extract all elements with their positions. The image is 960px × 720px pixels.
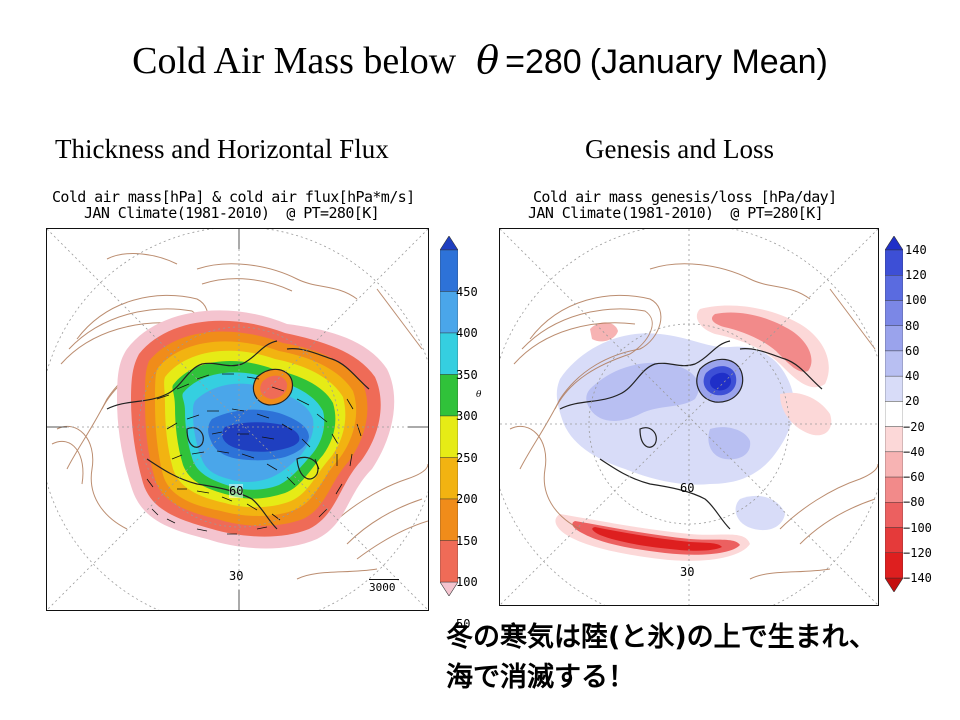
colorbar-tick-label: 100 <box>456 575 478 589</box>
right-lat-label-30: 30 <box>680 565 695 579</box>
colorbar-top-arrow <box>884 235 904 251</box>
left-grid <box>47 229 428 610</box>
caption-line-2: 海で消滅する！ <box>446 662 635 693</box>
colorbar-segment <box>884 375 904 402</box>
colorbar-tick-label: −60 <box>903 470 925 485</box>
colorbar-tick-label: −120 <box>903 545 932 560</box>
colorbar-tick-label: 50 <box>456 616 471 631</box>
colorbar-tick-label: 100 <box>905 293 927 308</box>
colorbar-segment <box>884 249 904 276</box>
right-map: 60 30 <box>499 228 879 606</box>
colorbar-segment <box>884 552 904 579</box>
right-plot-header-line2: JAN Climate(1981-2010) @ PT=280[K] <box>528 204 824 222</box>
left-flux-vectors <box>146 373 362 535</box>
colorbar-segment <box>884 476 904 503</box>
colorbar-tick-label: −40 <box>903 444 925 459</box>
colorbar-top-arrow <box>439 235 459 251</box>
left-coastlines <box>106 340 370 530</box>
title-period: (January Mean) <box>589 43 828 81</box>
left-lat-label-30: 30 <box>229 569 244 583</box>
colorbar-tick-label: 450 <box>456 284 478 299</box>
japanese-caption: 冬の寒気は陸(と氷)の上で生まれ、 海で消滅する！ <box>446 618 876 698</box>
colorbar-segment <box>884 451 904 478</box>
colorbar-segment <box>884 426 904 453</box>
left-plot-header-line2: JAN Climate(1981-2010) @ PT=280[K] <box>84 204 380 222</box>
colorbar-tick-label: −80 <box>903 495 925 510</box>
vector-ref-label: 3000 <box>369 581 396 594</box>
colorbar-tick-label: 150 <box>456 533 478 548</box>
left-thickness-field <box>117 310 395 549</box>
right-subtitle: Genesis and Loss <box>585 134 774 164</box>
colorbar-segment <box>884 275 904 301</box>
small-theta: θ <box>476 390 482 400</box>
colorbar-segment <box>884 401 904 427</box>
colorbar-bottom-arrow <box>884 577 904 593</box>
slide-title: Cold Air Mass below θ =280 (January Mean) <box>0 34 960 88</box>
vector-ref-arrow <box>369 579 399 580</box>
colorbar-segment <box>884 350 904 377</box>
left-lat-label-60: 60 <box>229 484 244 498</box>
colorbar-tick-label: 140 <box>905 243 927 257</box>
colorbar-tick-label: 80 <box>905 318 920 333</box>
left-orography-contours <box>51 253 428 580</box>
colorbar-tick-label: 350 <box>456 367 478 382</box>
right-plot-header-line1: Cold air mass genesis/loss [hPa/day] <box>533 188 837 206</box>
theta-symbol: θ <box>476 38 500 82</box>
left-colorbar <box>439 235 459 597</box>
right-coastlines <box>559 340 823 530</box>
title-value: =280 <box>505 43 582 81</box>
colorbar-tick-label: 120 <box>905 268 927 283</box>
colorbar-tick-label: 300 <box>456 409 478 423</box>
colorbar-segment <box>884 325 904 352</box>
left-map: 60 30 3000 <box>46 228 429 611</box>
colorbar-tick-label: −100 <box>903 520 932 535</box>
left-colorbar-svg <box>439 235 459 597</box>
colorbar-segment <box>884 502 904 528</box>
caption-line-1: 冬の寒気は陸(と氷)の上で生まれ、 <box>446 622 876 653</box>
right-colorbar-svg <box>884 235 904 593</box>
right-lat-label-60: 60 <box>680 481 695 495</box>
left-map-svg <box>47 229 428 610</box>
colorbar-segment <box>884 527 904 553</box>
colorbar-tick-label: −140 <box>903 571 932 585</box>
left-subtitle: Thickness and Horizontal Flux <box>55 134 389 164</box>
right-genesis-field <box>555 305 832 561</box>
right-grid <box>500 229 878 605</box>
title-main: Cold Air Mass below <box>132 40 457 82</box>
right-colorbar <box>884 235 904 593</box>
left-plot-header-line1: Cold air mass[hPa] & cold air flux[hPa*m… <box>52 188 415 206</box>
colorbar-tick-label: 250 <box>456 450 478 465</box>
colorbar-tick-label: 40 <box>905 369 920 384</box>
colorbar-tick-label: 60 <box>905 343 920 358</box>
colorbar-segment <box>884 300 904 326</box>
colorbar-tick-label: 400 <box>456 326 478 340</box>
colorbar-tick-label: 200 <box>456 492 478 506</box>
right-orography-contours <box>509 263 878 580</box>
colorbar-tick-label: −20 <box>903 419 925 434</box>
right-map-svg <box>500 229 878 605</box>
colorbar-tick-label: 20 <box>905 394 920 409</box>
